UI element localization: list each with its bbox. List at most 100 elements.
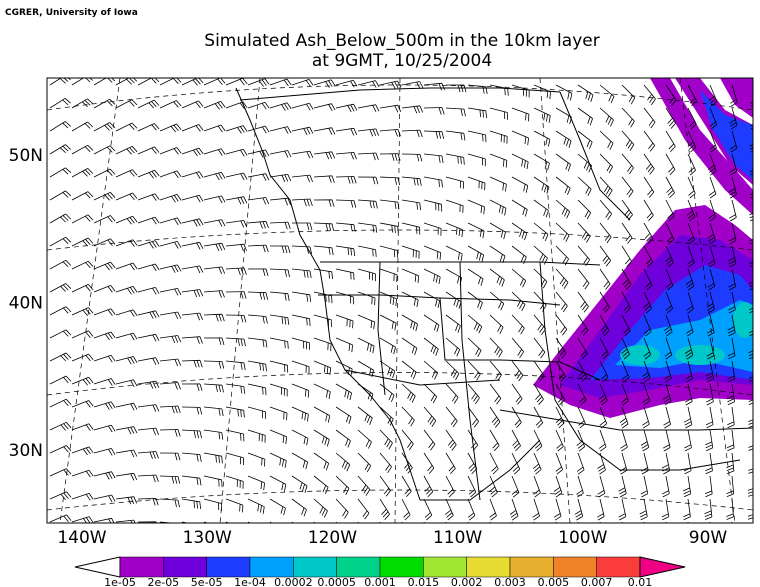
wind-barb <box>357 452 372 473</box>
wind-barb <box>313 406 331 423</box>
wind-barb <box>705 429 714 452</box>
wind-barb <box>247 220 269 229</box>
wind-barb <box>708 176 717 199</box>
graticule <box>47 78 753 523</box>
wind-barb <box>708 84 718 107</box>
wind-barb <box>599 383 608 406</box>
wind-barb <box>291 198 313 207</box>
wind-barb <box>291 475 308 493</box>
wind-barb <box>511 314 525 335</box>
wind-barb <box>401 406 415 427</box>
wind-barb <box>93 261 116 271</box>
wind-barb <box>555 199 571 219</box>
wind-barb <box>489 268 505 287</box>
wind-barb <box>423 268 441 284</box>
wind-barb <box>313 245 334 256</box>
colorbar-over <box>639 556 686 578</box>
wind-barb <box>708 199 716 222</box>
wind-barb <box>533 245 548 265</box>
wind-barb <box>225 78 248 86</box>
wind-barb <box>49 421 72 431</box>
wind-barb <box>467 291 483 310</box>
wind-barb <box>423 107 445 115</box>
wind-barb <box>137 380 160 389</box>
wind-barb <box>181 452 202 462</box>
wind-barb <box>225 452 244 466</box>
wind-barb <box>730 84 738 107</box>
wind-barb <box>641 452 649 475</box>
wind-barb <box>533 153 550 171</box>
wind-barb <box>379 475 391 497</box>
lon-label: 130W <box>183 528 232 548</box>
wind-barb <box>489 429 500 452</box>
wind-barb <box>423 521 425 523</box>
wind-barb <box>313 175 335 183</box>
wind-barb <box>533 360 545 382</box>
wind-barb <box>379 222 399 234</box>
wind-barb <box>401 81 424 89</box>
wind-barb <box>291 498 307 517</box>
wind-barb <box>704 498 713 520</box>
wind-barb <box>445 268 463 285</box>
wind-barb <box>401 475 412 497</box>
wind-barb <box>291 268 312 279</box>
wind-barb <box>335 176 357 184</box>
wind-barb <box>489 406 501 428</box>
wind-barb <box>467 475 477 498</box>
wind-barb <box>577 337 588 359</box>
wind-barb <box>511 383 523 405</box>
wind-barb <box>247 197 270 205</box>
title-line: Simulated Ash_Below_500m in the 10km lay… <box>204 31 599 51</box>
wind-barb <box>643 337 652 360</box>
wind-barb <box>621 107 635 128</box>
wind-barb <box>159 217 182 226</box>
wind-barb <box>686 291 694 314</box>
wind-barb <box>225 314 247 323</box>
wind-barb <box>511 360 524 382</box>
wind-barb <box>685 360 693 383</box>
wind-barb <box>511 84 530 98</box>
colorbar-bin <box>119 556 164 578</box>
wind-barb <box>115 356 138 365</box>
wind-barb <box>729 153 738 176</box>
wind-barb <box>555 176 571 195</box>
wind-barb <box>313 429 330 447</box>
wind-barb <box>357 291 376 306</box>
wind-barb <box>357 406 373 425</box>
wind-barbs <box>49 78 753 523</box>
wind-barb <box>533 176 550 194</box>
wind-barb <box>93 122 116 132</box>
wind-barb <box>159 311 182 320</box>
wind-barb <box>115 145 138 155</box>
wind-barb <box>137 333 160 342</box>
wind-barb <box>401 383 416 403</box>
wind-barb <box>533 84 551 100</box>
wind-barb <box>93 471 116 480</box>
wind-barb <box>597 452 606 475</box>
wind-barb <box>727 360 736 383</box>
wind-barb <box>423 153 444 164</box>
wind-barb <box>247 360 267 372</box>
wind-barb <box>640 429 650 452</box>
wind-barb <box>357 199 378 209</box>
wind-barb <box>313 337 332 352</box>
wind-barb <box>269 126 292 134</box>
wind-barb <box>685 268 695 291</box>
wind-barb <box>618 475 627 498</box>
wind-barb <box>661 452 671 475</box>
wind-barb <box>49 97 71 109</box>
wind-barb <box>335 498 349 519</box>
wind-barb <box>335 103 358 113</box>
wind-barb <box>291 102 314 111</box>
wind-barb <box>313 360 332 376</box>
wind-barb <box>423 314 440 332</box>
wind-barb <box>71 400 94 408</box>
wind-barb <box>313 199 335 207</box>
wind-barb <box>379 176 400 186</box>
wind-barb <box>71 469 94 478</box>
wind-barb <box>423 130 445 139</box>
wind-barb <box>137 474 159 483</box>
wind-barb <box>705 406 714 429</box>
wind-barb <box>621 521 623 523</box>
wind-barb <box>93 168 116 178</box>
